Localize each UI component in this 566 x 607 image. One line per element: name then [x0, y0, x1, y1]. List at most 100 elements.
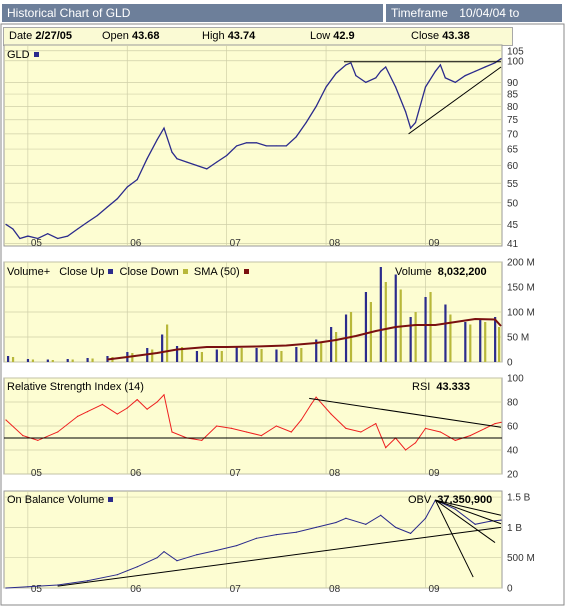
- panel-0-data-point: [235, 145, 238, 147]
- volume-bar-up: [479, 319, 482, 362]
- panel-0-data-point: [285, 145, 287, 147]
- volume-bar-down: [320, 342, 323, 362]
- panel-2-data-point: [260, 435, 263, 437]
- panel-0-data-point: [171, 151, 173, 153]
- panel-3-data-point: [86, 580, 89, 582]
- panel-2-x-tick-label: 05: [31, 468, 43, 479]
- volume-bar-up: [494, 317, 497, 362]
- high-readout: High 43.74: [202, 30, 256, 42]
- volume-bar-up: [175, 346, 179, 362]
- volume-bar-down: [220, 351, 223, 362]
- panel-0-data-point: [255, 142, 258, 144]
- low-readout: Low 42.9: [310, 30, 355, 42]
- panel-2-data-point: [126, 407, 128, 409]
- panel-3-data-point: [424, 517, 427, 519]
- panel-3-x-tick-label: 06: [130, 584, 142, 595]
- volume-bar-up: [6, 356, 10, 362]
- panel-0-plot-area: [3, 44, 503, 247]
- panel-2-data-point: [116, 413, 118, 415]
- volume-bar-up: [235, 347, 238, 362]
- panel-0-y-tick-label: 80: [507, 102, 519, 113]
- obv-title: On Balance Volume: [7, 494, 105, 506]
- sma-label: SMA (50): [193, 266, 240, 278]
- panel-2-y-tick-label: 40: [507, 446, 519, 457]
- panel-2-data-point: [300, 419, 302, 421]
- panel-0-data-point: [464, 75, 466, 77]
- panel-0-data-point: [146, 158, 148, 160]
- volume-readout: Volume 8,032,200: [395, 266, 487, 278]
- panel-0-x-tick-label: 08: [329, 238, 341, 249]
- volume-bar-up: [215, 349, 218, 362]
- panel-2-data-point: [424, 427, 427, 429]
- panel-3-trendline: [435, 499, 496, 543]
- panel-0-data-point: [350, 62, 352, 64]
- volume-bar-down: [131, 353, 134, 362]
- panel-3-y-tick-label: 1.5 B: [507, 493, 531, 504]
- panel-2-data-point: [216, 425, 218, 427]
- panel-0-data-point: [385, 66, 387, 68]
- panel-3-data-point: [335, 521, 337, 524]
- panel-3-data-point: [380, 514, 382, 516]
- volume-bar-down: [484, 322, 487, 362]
- volume-bar-up: [86, 358, 89, 362]
- panel-1-y-tick-label: 100 M: [507, 308, 535, 319]
- volume-bar-up: [394, 274, 397, 362]
- panel-1-y-tick-label: 200 M: [507, 258, 535, 269]
- panel-2-data-point: [469, 435, 471, 437]
- panel-3-data-point: [365, 523, 367, 525]
- panel-2-x-tick-label: 07: [230, 468, 242, 479]
- panel-0-data-point: [47, 233, 49, 235]
- chart-title: Historical Chart of GLD: [7, 6, 131, 20]
- price-legend: GLD: [7, 49, 42, 62]
- panel-0-y-tick-label: 105: [507, 46, 524, 57]
- close-up-label: Close Up: [59, 266, 105, 278]
- close-up-swatch-icon: [108, 269, 114, 275]
- panel-0-data-point: [454, 81, 456, 83]
- panel-0-data-point: [355, 75, 357, 77]
- panel-0-data-point: [116, 198, 118, 200]
- panel-0-data-point: [424, 86, 427, 88]
- panel-2-data-point: [146, 408, 148, 410]
- volume-title: Volume+: [7, 266, 51, 278]
- panel-2-data-point: [76, 415, 79, 417]
- panel-0-data-point: [27, 235, 29, 237]
- panel-3-data-point: [136, 566, 138, 568]
- panel-2-data-point: [156, 401, 158, 403]
- volume-bar-down: [429, 292, 432, 362]
- panel-2-data-point: [360, 431, 362, 433]
- panel-0-data-point: [439, 64, 441, 66]
- panel-2-y-tick-label: 100: [507, 374, 524, 385]
- panel-2-data-point: [330, 413, 332, 415]
- panel-3-data-point: [345, 517, 347, 519]
- volume-bar-up: [26, 359, 30, 362]
- title-bar: Historical Chart of GLD: [2, 4, 383, 22]
- rsi-readout: RSI 43.333: [412, 381, 470, 393]
- panel-0-y-tick-label: 75: [507, 115, 519, 126]
- panel-2-data-point: [163, 394, 165, 396]
- volume-bar-down: [91, 358, 94, 362]
- volume-bar-up: [66, 359, 69, 362]
- panel-0-data-point: [96, 214, 99, 217]
- panel-3-data-point: [395, 526, 397, 528]
- date-readout: Date 2/27/05: [9, 30, 73, 42]
- panel-0-data-point: [186, 161, 188, 163]
- panel-3-trendline: [435, 499, 502, 516]
- panel-0-y-tick-label: 85: [507, 90, 519, 101]
- panel-3-data-point: [255, 537, 258, 539]
- panel-0-data-point: [474, 70, 476, 72]
- panel-3-y-tick-label: 500 M: [507, 553, 535, 564]
- panel-0-data-point: [86, 221, 89, 223]
- sma-swatch-icon: [243, 269, 249, 275]
- rsi-title: Relative Strength Index (14): [7, 381, 144, 393]
- panel-2-data-point: [275, 425, 277, 427]
- volume-bar-up: [295, 347, 298, 362]
- panel-1-y-tick-label: 50 M: [507, 333, 529, 344]
- obv-swatch-icon: [108, 497, 114, 503]
- panel-2-data-point: [494, 423, 496, 425]
- volume-bar-up: [379, 267, 382, 362]
- volume-bar-down: [335, 332, 338, 362]
- volume-bar-up: [444, 304, 447, 362]
- panel-3-data-point: [275, 534, 277, 536]
- volume-bar-down: [449, 314, 452, 362]
- panel-3-data-point: [116, 574, 118, 576]
